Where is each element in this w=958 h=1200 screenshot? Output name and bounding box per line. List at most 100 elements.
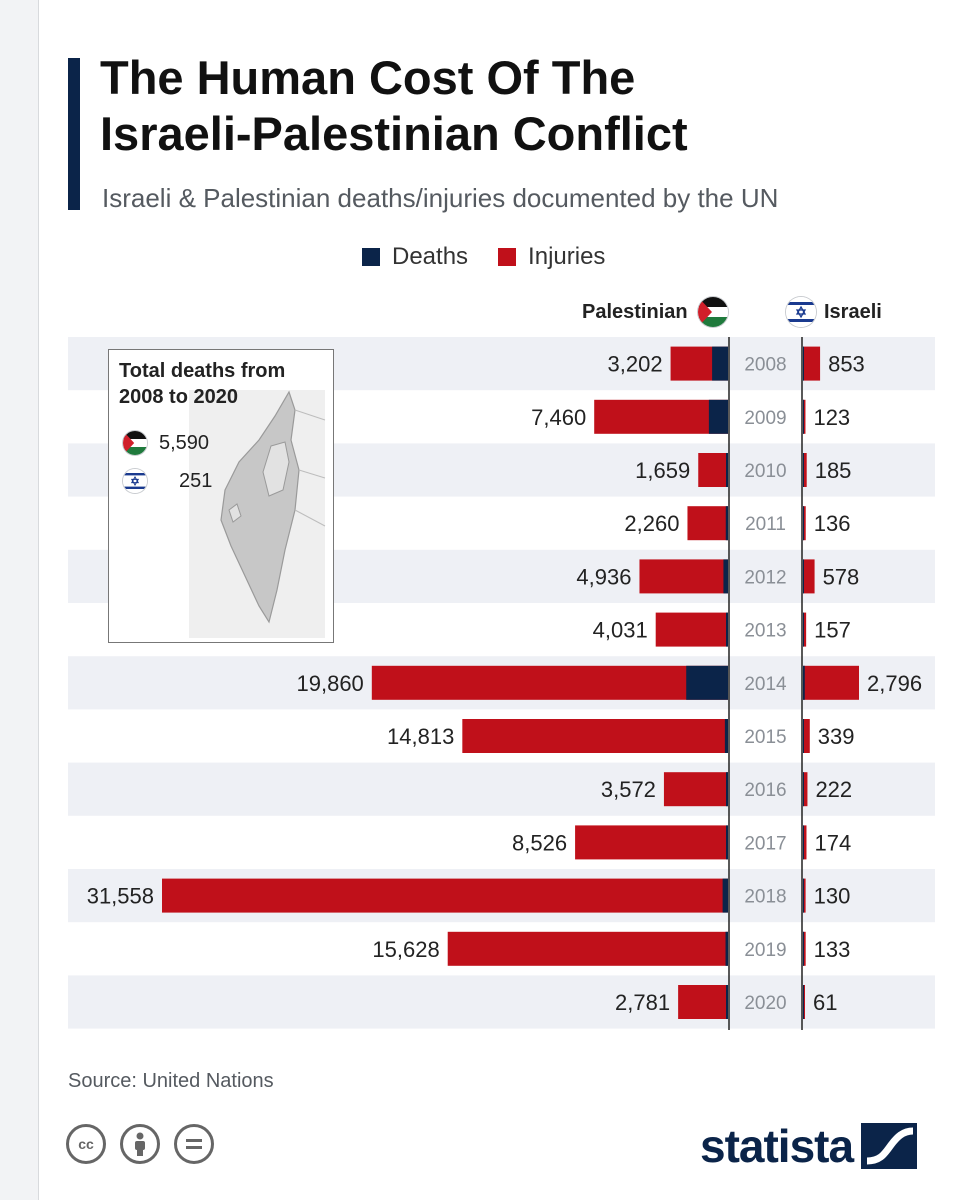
palestinian-deaths-bar xyxy=(722,878,728,913)
palestinian-value-label: 3,572 xyxy=(601,777,656,802)
legend-label-deaths: Deaths xyxy=(392,243,469,270)
inset-title: Total deaths from 2008 to 2020 xyxy=(119,358,285,410)
palestinian-value-label: 4,936 xyxy=(576,564,631,589)
inset-title-line-1: Total deaths from xyxy=(119,360,286,382)
palestinian-injuries-bar xyxy=(663,772,728,807)
palestinian-deaths-bar xyxy=(726,453,728,487)
israeli-value-label: 339 xyxy=(818,724,855,749)
israeli-deaths-bar xyxy=(803,772,804,807)
year-label: 2012 xyxy=(744,567,786,588)
palestinian-deaths-bar xyxy=(726,772,728,807)
palestinian-deaths-bar xyxy=(726,612,728,647)
israeli-value-label: 157 xyxy=(814,618,851,643)
israeli-deaths-bar xyxy=(803,719,804,753)
cc-icon[interactable]: cc xyxy=(66,1124,106,1164)
israeli-injuries-bar xyxy=(803,346,821,381)
palestinian-deaths-bar xyxy=(725,506,728,541)
palestinian-deaths-bar xyxy=(726,825,728,860)
israeli-injuries-bar xyxy=(803,665,859,700)
year-label: 2008 xyxy=(744,355,786,376)
row-band xyxy=(68,975,935,1029)
year-label: 2011 xyxy=(745,514,786,535)
title-line-2: Israeli-Palestinian Conflict xyxy=(100,107,688,160)
israeli-deaths-bar xyxy=(803,825,804,860)
legend-swatch-injuries xyxy=(498,248,517,266)
palestinian-value-label: 19,860 xyxy=(297,671,364,696)
israeli-injuries-bar xyxy=(803,453,807,487)
israeli-injuries-bar xyxy=(803,931,806,966)
palestinian-injuries-bar xyxy=(462,719,728,753)
year-label: 2020 xyxy=(744,993,786,1014)
year-label: 2009 xyxy=(744,408,786,429)
attribution-icon[interactable] xyxy=(120,1124,160,1164)
palestinian-value-label: 8,526 xyxy=(512,830,567,855)
palestinian-value-label: 2,260 xyxy=(624,511,679,536)
legend-swatch-deaths xyxy=(362,248,380,266)
title-line-1: The Human Cost Of The xyxy=(100,51,636,104)
israeli-value-label: 578 xyxy=(823,564,860,589)
israeli-injuries-bar xyxy=(803,559,815,594)
israeli-value-label: 222 xyxy=(815,777,852,802)
statista-logo[interactable]: statista xyxy=(700,1118,918,1174)
palestinian-injuries-bar xyxy=(575,825,728,860)
israeli-deaths-bar xyxy=(803,506,804,541)
israeli-injuries-bar xyxy=(803,772,808,807)
palestinian-value-label: 7,460 xyxy=(531,405,586,430)
israel-flag-icon xyxy=(123,469,147,493)
region-map-icon xyxy=(189,390,326,638)
legend-label-injuries: Injuries xyxy=(528,243,606,270)
israeli-deaths-bar xyxy=(803,931,804,966)
year-label: 2010 xyxy=(744,461,786,482)
no-derivatives-icon[interactable] xyxy=(174,1124,214,1164)
inset-israeli-value: 251 xyxy=(179,469,213,492)
israeli-injuries-bar xyxy=(803,719,810,753)
palestinian-injuries-bar xyxy=(678,985,728,1019)
israeli-value-label: 123 xyxy=(813,405,850,430)
palestinian-deaths-bar xyxy=(708,399,728,434)
legend-item-injuries: Injuries xyxy=(498,243,605,271)
palestinian-injuries-bar xyxy=(698,453,728,487)
inset-palestinian-total: 5,590 xyxy=(123,428,209,458)
israeli-injuries-bar xyxy=(803,506,806,541)
israeli-deaths-bar xyxy=(803,399,804,434)
year-label: 2014 xyxy=(744,674,787,695)
israeli-value-label: 174 xyxy=(814,830,851,855)
chart-subtitle: Israeli & Palestinian deaths/injuries do… xyxy=(102,183,779,213)
palestinian-deaths-bar xyxy=(725,931,728,966)
israeli-header: Israeli xyxy=(786,296,882,328)
year-label: 2016 xyxy=(744,780,786,801)
israeli-injuries-bar xyxy=(803,612,807,647)
israeli-value-label: 853 xyxy=(828,352,865,377)
palestinian-injuries-bar xyxy=(639,559,728,594)
israeli-value-label: 136 xyxy=(814,511,851,536)
palestinian-injuries-bar xyxy=(655,612,728,647)
year-label: 2017 xyxy=(744,833,786,854)
israeli-injuries-bar xyxy=(803,878,806,913)
israeli-deaths-bar xyxy=(803,559,804,594)
israeli-injuries-bar xyxy=(803,399,806,434)
palestinian-injuries-bar xyxy=(162,878,728,913)
palestine-flag-icon xyxy=(697,297,728,327)
israeli-injuries-bar xyxy=(803,825,807,860)
palestinian-value-label: 4,031 xyxy=(593,618,648,643)
israeli-value-label: 133 xyxy=(814,937,851,962)
palestinian-value-label: 2,781 xyxy=(615,990,670,1015)
chart-title: The Human Cost Of The Israeli-Palestinia… xyxy=(100,50,940,162)
inset-palestinian-value: 5,590 xyxy=(159,431,210,454)
palestinian-value-label: 3,202 xyxy=(608,352,663,377)
israeli-deaths-bar xyxy=(803,453,804,487)
israeli-value-label: 185 xyxy=(815,458,852,483)
palestinian-deaths-bar xyxy=(724,719,728,753)
title-accent-bar xyxy=(68,58,80,210)
palestinian-injuries-bar xyxy=(371,665,728,700)
israeli-header-label: Israeli xyxy=(824,300,882,323)
total-deaths-inset: Total deaths from 2008 to 2020 5,590 251 xyxy=(108,349,334,643)
palestinian-injuries-bar xyxy=(447,931,728,966)
palestinian-deaths-bar xyxy=(686,665,728,700)
statista-mark-icon xyxy=(861,1123,918,1169)
palestinian-value-label: 1,659 xyxy=(635,458,690,483)
israeli-deaths-bar xyxy=(803,612,804,647)
palestine-flag-icon xyxy=(123,431,147,455)
palestinian-deaths-bar xyxy=(723,559,728,594)
palestinian-header: Palestinian xyxy=(582,296,728,328)
